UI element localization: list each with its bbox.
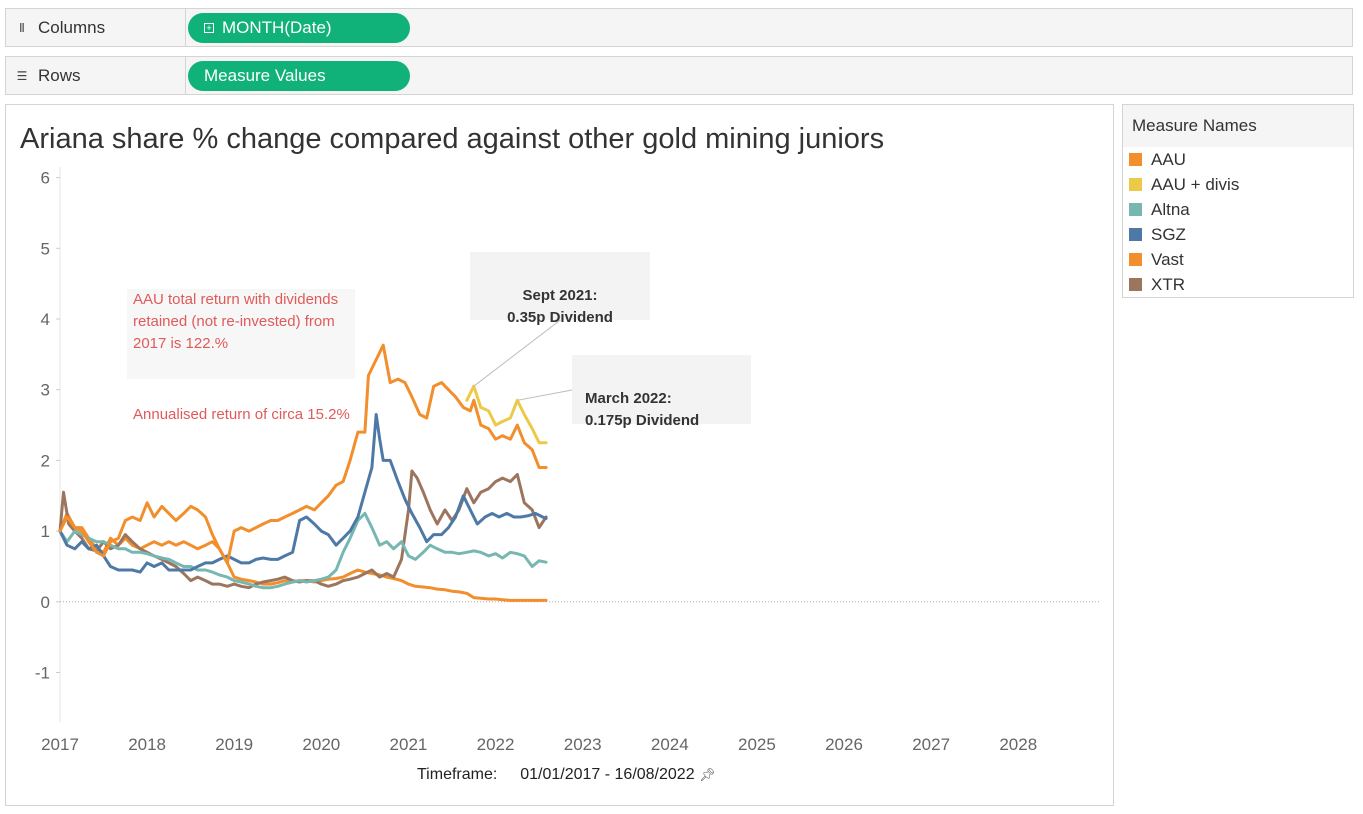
measure-values-pill[interactable]: Measure Values bbox=[188, 61, 410, 91]
rows-shelf-label: ☰ Rows bbox=[6, 57, 186, 94]
columns-icon: Ⅱ bbox=[19, 20, 25, 35]
columns-shelf: Ⅱ Columns + MONTH(Date) bbox=[5, 8, 1353, 47]
legend-item[interactable]: XTR bbox=[1123, 272, 1353, 297]
march-2022-dividend-annotation: March 2022: 0.175p Dividend bbox=[572, 355, 751, 429]
legend-label: XTR bbox=[1151, 274, 1185, 294]
legend-item[interactable]: Altna bbox=[1123, 197, 1353, 222]
legend-label: AAU bbox=[1151, 149, 1186, 169]
sept-annotation-leader bbox=[473, 317, 564, 387]
x-tick-label: 2019 bbox=[215, 735, 253, 754]
x-tick-label: 2017 bbox=[41, 735, 79, 754]
annualised-return-text: Annualised return of circa 15.2% bbox=[133, 406, 350, 423]
columns-shelf-label: Ⅱ Columns bbox=[6, 9, 186, 46]
x-tick-label: 2028 bbox=[999, 735, 1037, 754]
x-tick-label: 2026 bbox=[825, 735, 863, 754]
x-tick-label: 2022 bbox=[477, 735, 515, 754]
legend-label: Altna bbox=[1151, 199, 1190, 219]
expand-icon[interactable]: + bbox=[204, 23, 214, 33]
legend-items: AAU AAU + divis Altna SGZ Vast XTR bbox=[1123, 147, 1353, 297]
march-annotation-leader bbox=[517, 389, 573, 401]
pin-icon[interactable]: 📌︎ bbox=[699, 767, 716, 782]
legend-swatch bbox=[1129, 178, 1142, 191]
series-line-aau bbox=[58, 343, 548, 565]
measure-values-pill-label: Measure Values bbox=[204, 66, 326, 85]
series-line-vast bbox=[58, 511, 548, 602]
x-tick-label: 2018 bbox=[128, 735, 166, 754]
march-2022-dividend-text: March 2022: 0.175p Dividend bbox=[585, 390, 700, 429]
color-legend: Measure Names AAU AAU + divis Altna SGZ Vast… bbox=[1122, 104, 1354, 298]
rows-icon: ☰ bbox=[16, 68, 28, 83]
annualised-return-annotation: Annualised return of circa 15.2% bbox=[133, 404, 353, 426]
month-date-pill[interactable]: + MONTH(Date) bbox=[188, 13, 410, 43]
rows-label: Rows bbox=[38, 65, 81, 85]
x-tick-label: 2025 bbox=[738, 735, 776, 754]
chart-title: Ariana share % change compared against o… bbox=[20, 123, 885, 155]
x-tick-label: 2024 bbox=[651, 735, 689, 754]
legend-swatch bbox=[1129, 228, 1142, 241]
y-tick-label: 6 bbox=[41, 169, 50, 188]
legend-item[interactable]: AAU bbox=[1123, 147, 1353, 172]
line-chart: -1 0 1 2 3 4 5 6 2017 2018 2019 2020 2021 2022 2023 202… bbox=[35, 167, 1101, 754]
viz-pane: Ariana share % change compared against o… bbox=[5, 104, 1114, 806]
y-tick-label: 0 bbox=[41, 593, 50, 612]
legend-item[interactable]: Vast bbox=[1123, 247, 1353, 272]
legend-swatch bbox=[1129, 278, 1142, 291]
legend-swatch bbox=[1129, 253, 1142, 266]
legend-label: SGZ bbox=[1151, 224, 1186, 244]
legend-item[interactable]: SGZ bbox=[1123, 222, 1353, 247]
x-tick-label: 2020 bbox=[302, 735, 340, 754]
columns-label: Columns bbox=[38, 17, 106, 37]
series-line-aau-divis bbox=[465, 384, 548, 445]
sept-2021-dividend-text: Sept 2021: 0.35p Dividend bbox=[507, 287, 613, 326]
sept-2021-dividend-annotation: Sept 2021: 0.35p Dividend bbox=[470, 252, 650, 326]
legend-title: Measure Names bbox=[1123, 105, 1353, 147]
rows-shelf: ☰ Rows Measure Values bbox=[5, 56, 1353, 95]
series-line-sgz bbox=[58, 413, 548, 574]
y-tick-label: 2 bbox=[41, 451, 50, 470]
legend-item[interactable]: AAU + divis bbox=[1123, 172, 1353, 197]
legend-swatch bbox=[1129, 153, 1142, 166]
x-tick-label: 2027 bbox=[912, 735, 950, 754]
x-tick-label: 2021 bbox=[390, 735, 428, 754]
legend-swatch bbox=[1129, 203, 1142, 216]
y-tick-label: 4 bbox=[41, 310, 50, 329]
y-tick-label: -1 bbox=[35, 664, 50, 683]
series-line-altna bbox=[58, 511, 548, 590]
y-tick-label: 3 bbox=[41, 381, 50, 400]
aau-total-return-annotation: AAU total return with dividends retained… bbox=[127, 289, 355, 379]
legend-label: Vast bbox=[1151, 249, 1184, 269]
timeframe-label: Timeframe: bbox=[417, 766, 498, 783]
y-tick-label: 1 bbox=[41, 522, 50, 541]
x-tick-label: 2023 bbox=[564, 735, 602, 754]
month-date-pill-label: MONTH(Date) bbox=[222, 18, 332, 37]
timeframe-range: 01/01/2017 - 16/08/2022 bbox=[520, 766, 695, 783]
aau-total-return-text: AAU total return with dividends retained… bbox=[133, 291, 339, 352]
legend-label: AAU + divis bbox=[1151, 174, 1240, 194]
timeframe-footer: Timeframe: 01/01/2017 - 16/08/2022 📌︎ bbox=[417, 766, 716, 784]
y-tick-label: 5 bbox=[41, 239, 50, 258]
